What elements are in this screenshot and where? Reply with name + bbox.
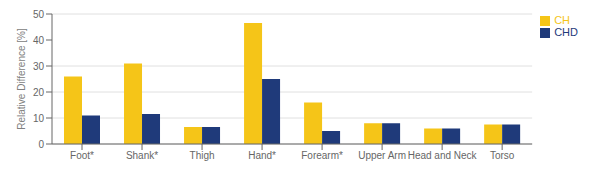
- svg-text:0: 0: [38, 139, 44, 150]
- svg-text:20: 20: [33, 87, 45, 98]
- svg-text:Head and Neck: Head and Neck: [408, 150, 478, 161]
- svg-text:Relative Difference [%]: Relative Difference [%]: [16, 28, 27, 130]
- svg-text:Upper Arm: Upper Arm: [358, 150, 406, 161]
- svg-text:Hand*: Hand*: [248, 150, 276, 161]
- svg-text:30: 30: [33, 61, 45, 72]
- html-text:CH: CH: [554, 14, 570, 26]
- html-text:CHD: CHD: [554, 26, 578, 39]
- svg-text:Thigh: Thigh: [190, 150, 215, 161]
- svg-text:Shank*: Shank*: [126, 150, 158, 161]
- svg-text:10: 10: [33, 113, 45, 124]
- svg-text:50: 50: [33, 9, 45, 20]
- svg-text:Torso: Torso: [490, 150, 515, 161]
- svg-text:40: 40: [33, 35, 45, 46]
- svg-text:Forearm*: Forearm*: [301, 150, 343, 161]
- svg-text:Foot*: Foot*: [70, 150, 94, 161]
